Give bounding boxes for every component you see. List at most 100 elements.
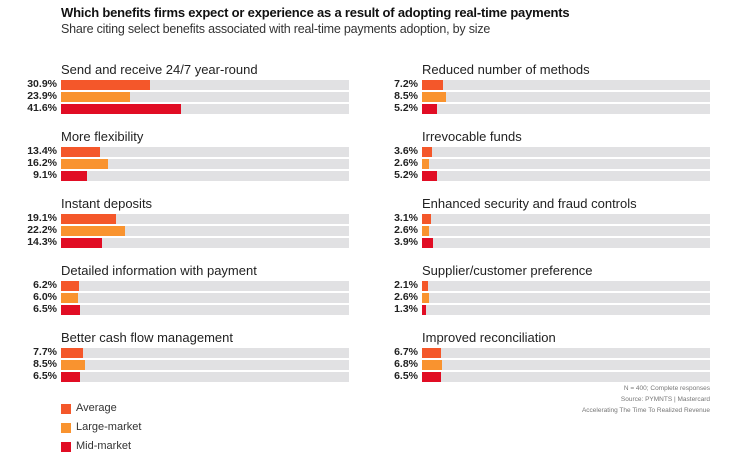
bar-average — [61, 147, 100, 157]
bar-track — [422, 104, 710, 114]
bar-mid-market — [61, 372, 80, 382]
bar-large-market — [422, 226, 430, 236]
data-label: 6.5% — [33, 370, 57, 382]
report-note: Accelerating The Time To Realized Revenu… — [581, 407, 710, 414]
bar-average — [422, 80, 443, 90]
bar-track — [422, 214, 710, 224]
data-label: 2.6% — [394, 224, 418, 236]
chart-subtitle: Share citing select benefits associated … — [61, 22, 491, 36]
data-label: 30.9% — [27, 78, 57, 90]
data-label: 2.6% — [394, 291, 418, 303]
legend-label: Large-market — [76, 421, 142, 433]
sample-note: N = 400; Complete responses — [623, 385, 710, 392]
bar-track — [61, 226, 349, 236]
bar-large-market — [61, 293, 79, 303]
legend-label: Average — [76, 402, 117, 414]
chart-title: Which benefits firms expect or experienc… — [61, 5, 570, 20]
bar-track — [61, 238, 349, 248]
data-label: 2.1% — [394, 279, 418, 291]
bar-large-market — [61, 159, 108, 169]
bar-track — [61, 372, 349, 382]
bar-mid-market — [422, 372, 441, 382]
category-label: Enhanced security and fraud controls — [422, 196, 637, 211]
bar-mid-market — [422, 171, 437, 181]
bar-large-market — [422, 293, 430, 303]
category-label: Better cash flow management — [61, 330, 233, 345]
data-label: 6.5% — [394, 370, 418, 382]
bar-track — [61, 92, 349, 102]
bar-average — [422, 214, 431, 224]
data-label: 9.1% — [33, 169, 57, 181]
data-label: 23.9% — [27, 90, 57, 102]
bar-track — [422, 238, 710, 248]
bar-track — [61, 281, 349, 291]
category-label: Detailed information with payment — [61, 263, 257, 278]
bar-large-market — [422, 159, 430, 169]
data-label: 6.2% — [33, 279, 57, 291]
legend-label: Mid-market — [76, 440, 132, 452]
bar-track — [61, 159, 349, 169]
bar-large-market — [61, 226, 125, 236]
data-label: 7.2% — [394, 78, 418, 90]
source-note: Source: PYMNTS | Mastercard — [620, 396, 710, 403]
data-label: 3.6% — [394, 145, 418, 157]
bar-large-market — [422, 92, 447, 102]
data-label: 6.5% — [33, 303, 57, 315]
bar-track — [422, 293, 710, 303]
bar-mid-market — [422, 305, 426, 315]
bar-track — [61, 80, 349, 90]
chart-notes: N = 400; Complete responses Source: PYMN… — [582, 383, 710, 416]
bar-track — [422, 348, 710, 358]
bar-mid-market — [61, 305, 80, 315]
bar-large-market — [61, 360, 86, 370]
bar-track — [422, 305, 710, 315]
data-label: 41.6% — [27, 102, 57, 114]
bar-track — [422, 171, 710, 181]
data-label: 7.7% — [33, 346, 57, 358]
bar-track — [61, 104, 349, 114]
bar-average — [422, 147, 433, 157]
bar-track — [61, 147, 349, 157]
bar-large-market — [422, 360, 442, 370]
bar-mid-market — [61, 171, 88, 181]
category-label: Reduced number of methods — [422, 62, 590, 77]
bar-track — [61, 293, 349, 303]
data-label: 6.8% — [394, 358, 418, 370]
bar-mid-market — [422, 104, 437, 114]
category-label: More flexibility — [61, 129, 144, 144]
bar-average — [422, 348, 442, 358]
bar-track — [422, 372, 710, 382]
bar-track — [61, 171, 349, 181]
category-label: Instant deposits — [61, 196, 153, 211]
bar-mid-market — [61, 238, 103, 248]
data-label: 16.2% — [27, 157, 57, 169]
legend-swatch-large-market — [61, 423, 71, 433]
category-label: Irrevocable funds — [422, 129, 522, 144]
data-label: 5.2% — [394, 169, 418, 181]
category-label: Supplier/customer preference — [422, 263, 593, 278]
bar-track — [422, 281, 710, 291]
data-label: 5.2% — [394, 102, 418, 114]
data-label: 3.1% — [394, 212, 418, 224]
legend-swatch-mid-market — [61, 442, 71, 452]
bar-large-market — [61, 92, 130, 102]
bar-average — [422, 281, 429, 291]
bar-track — [422, 92, 710, 102]
bar-track — [422, 360, 710, 370]
bar-mid-market — [61, 104, 181, 114]
data-label: 22.2% — [27, 224, 57, 236]
bar-track — [61, 348, 349, 358]
category-label: Improved reconciliation — [422, 330, 556, 345]
data-label: 6.7% — [394, 346, 418, 358]
bar-mid-market — [422, 238, 434, 248]
bar-track — [422, 147, 710, 157]
bar-average — [61, 348, 84, 358]
data-label: 1.3% — [394, 303, 418, 315]
data-label: 8.5% — [33, 358, 57, 370]
bar-track — [61, 305, 349, 315]
bar-track — [61, 360, 349, 370]
bar-track — [422, 80, 710, 90]
bar-average — [61, 214, 116, 224]
bar-track — [422, 226, 710, 236]
category-label: Send and receive 24/7 year-round — [61, 62, 258, 77]
